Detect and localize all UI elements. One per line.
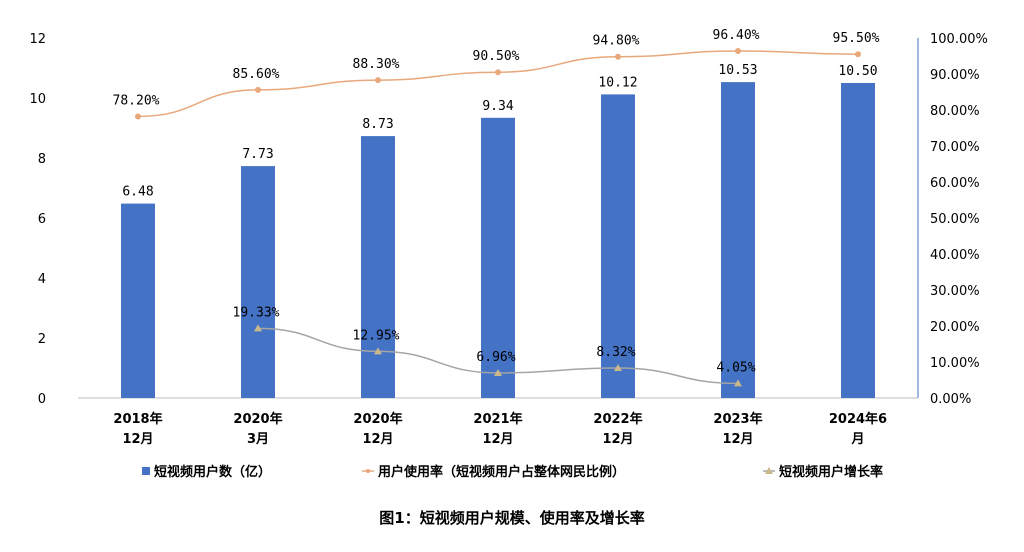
category-label-line1: 2020年 (353, 411, 402, 427)
right-tick-label: 10.00% (930, 356, 980, 371)
line-series (135, 47, 861, 387)
bar-data-label: 10.50 (838, 64, 877, 79)
legend-swatch-bar (142, 467, 150, 475)
bar (121, 203, 155, 398)
point-marker (254, 324, 262, 332)
line-data-label: 12.95% (353, 328, 400, 343)
point-marker (135, 113, 141, 120)
bar (721, 82, 755, 398)
right-tick-label: 60.00% (930, 176, 980, 191)
bar (841, 83, 875, 398)
right-tick-label: 0.00% (930, 392, 971, 407)
right-tick-label: 40.00% (930, 248, 980, 263)
legend-swatch-marker (366, 469, 370, 473)
bar-series (121, 82, 875, 399)
bar-data-label: 8.73 (362, 117, 393, 132)
point-marker (495, 69, 501, 76)
bar-data-label: 10.12 (598, 75, 637, 90)
category-label-line1: 2020年 (233, 411, 282, 427)
category-label-line2: 12月 (602, 432, 633, 447)
bar (361, 136, 395, 398)
line-data-label: 96.40% (713, 28, 760, 43)
line-data-label: 6.96% (476, 350, 515, 365)
line-data-label: 95.50% (833, 31, 880, 46)
left-tick-label: 4 (38, 272, 46, 287)
category-label-line1: 2022年 (593, 411, 642, 427)
right-tick-label: 90.00% (930, 68, 980, 83)
bar (481, 117, 515, 399)
line-data-label: 8.32% (596, 345, 635, 360)
category-label-line1: 2023年 (713, 411, 762, 427)
category-label-line1: 2024年6 (829, 411, 887, 427)
right-tick-label: 100.00% (930, 32, 988, 47)
line-data-label: 90.50% (473, 49, 520, 64)
point-marker (855, 51, 861, 58)
left-tick-label: 2 (38, 332, 46, 347)
bar (601, 94, 635, 399)
category-label-line2: 月 (850, 432, 864, 447)
chart-caption: 图1：短视频用户规模、使用率及增长率 (379, 509, 644, 527)
right-tick-label: 30.00% (930, 284, 980, 299)
category-labels: 2018年 12月 2020年 3月 2020年 12月 2021年 12月 2022年 12月 2… (113, 411, 887, 447)
line-data-label: 78.20% (113, 93, 160, 108)
point-marker (734, 379, 742, 387)
point-marker (374, 347, 382, 355)
right-axis-ticks: 0.00% 10.00% 20.00% 30.00% 40.00% 50.00% 60.00… (930, 32, 988, 407)
point-marker (614, 364, 622, 372)
category-label-line1: 2018年 (113, 411, 162, 427)
bar (241, 166, 275, 398)
right-tick-label: 20.00% (930, 320, 980, 335)
category-label-line2: 12月 (722, 432, 753, 447)
line-data-label: 19.33% (233, 305, 280, 320)
legend-swatch-marker (765, 467, 773, 474)
bar-data-label: 10.53 (718, 63, 757, 78)
bar-data-label: 6.48 (122, 185, 153, 200)
point-marker (255, 86, 261, 93)
left-tick-label: 6 (38, 212, 46, 227)
left-tick-label: 0 (38, 392, 46, 407)
category-label-line2: 3月 (247, 432, 269, 447)
bar-data-label: 7.73 (242, 147, 273, 162)
line-data-label: 4.05% (716, 360, 755, 375)
point-marker (494, 368, 502, 376)
left-axis-ticks: 0 2 4 6 8 10 12 (29, 32, 46, 407)
line-data-label: 85.60% (233, 67, 280, 82)
point-marker (615, 53, 621, 60)
right-tick-label: 70.00% (930, 140, 980, 155)
legend-label: 用户使用率（短视频用户占整体网民比例） (377, 464, 625, 480)
category-label-line2: 12月 (122, 432, 153, 447)
category-label-line1: 2021年 (473, 411, 522, 427)
legend-label: 短视频用户增长率 (779, 464, 883, 480)
category-label-line2: 12月 (482, 432, 513, 447)
left-tick-label: 10 (29, 92, 46, 107)
point-marker (375, 77, 381, 84)
legend-label: 短视频用户数（亿） (154, 464, 271, 480)
category-label-line2: 12月 (362, 432, 393, 447)
bar-data-label: 9.34 (482, 99, 513, 114)
line-data-label: 88.30% (353, 57, 400, 72)
right-tick-label: 50.00% (930, 212, 980, 227)
left-tick-label: 12 (29, 32, 46, 47)
left-tick-label: 8 (38, 152, 46, 167)
line-data-label: 94.80% (593, 34, 640, 49)
legend: 短视频用户数（亿） 用户使用率（短视频用户占整体网民比例） 短视频用户增长率 (142, 464, 883, 480)
data-labels: 6.48 7.73 8.73 9.34 10.12 10.53 10.50 78.20% 85.… (113, 28, 880, 375)
right-tick-label: 80.00% (930, 104, 980, 119)
point-marker (735, 47, 741, 54)
